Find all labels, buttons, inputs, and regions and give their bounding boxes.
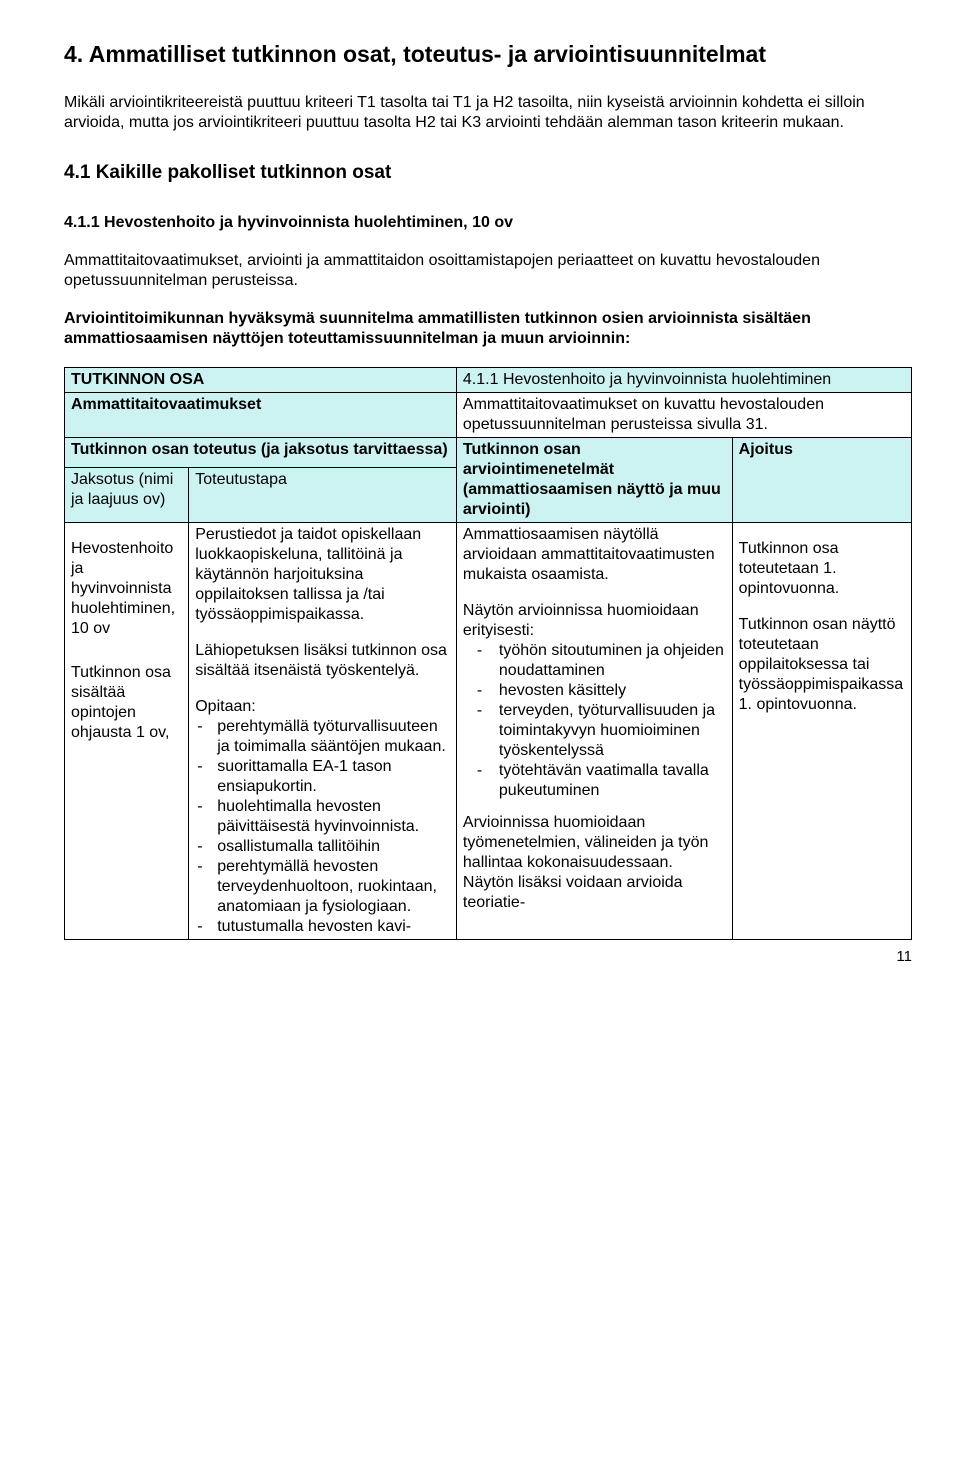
opitaan-label: Opitaan: (195, 697, 450, 717)
paragraph-2-bold: Arviointitoimikunnan hyväksymä suunnitel… (64, 309, 912, 349)
jaksotus-a: Hevostenhoito ja hyvinvoinnista huolehti… (71, 539, 182, 639)
ajoitus-p2: Tutkinnon osan näyttö toteutetaan oppila… (739, 615, 905, 715)
list-item: huolehtimalla hevosten päivittäisestä hy… (195, 797, 450, 837)
arviointi-list: työhön sitoutuminen ja ohjeiden noudatta… (471, 641, 726, 801)
cell-jaksotus-label: Jaksotus (nimi ja laajuus ov) (65, 467, 189, 522)
list-item: osallistumalla tallitöihin (195, 837, 450, 857)
curriculum-table: TUTKINNON OSA 4.1.1 Hevostenhoito ja hyv… (64, 367, 912, 940)
list-item: tutustumalla hevosten kavi- (195, 917, 450, 937)
cell-toteutustapa-content: Perustiedot ja taidot opiskellaan luokka… (189, 522, 457, 939)
intro-paragraph: Mikäli arviointikriteereistä puuttuu kri… (64, 93, 912, 133)
arviointi-p3: Arvioinnissa huomioidaan työmenetelmien,… (463, 813, 726, 913)
arviointi-p1: Ammattiosaamisen näytöllä arvioidaan amm… (463, 525, 726, 585)
list-item: perehtymällä hevosten terveydenhuoltoon,… (195, 857, 450, 917)
heading-3: 4.1.1 Hevostenhoito ja hyvinvoinnista hu… (64, 213, 912, 233)
list-item: perehtymällä työturvallisuuteen ja toimi… (195, 717, 450, 757)
list-item: terveyden, työturvallisuuden ja toiminta… (471, 701, 726, 761)
jaksotus-b: Tutkinnon osa sisältää opintojen ohjaust… (71, 663, 182, 743)
list-item: työhön sitoutuminen ja ohjeiden noudatta… (471, 641, 726, 681)
page-number: 11 (64, 948, 912, 967)
heading-1: 4. Ammatilliset tutkinnon osat, toteutus… (90, 40, 912, 69)
cell-ammattitaito-label: Ammattitaitovaatimukset (65, 392, 457, 437)
cell-toteutustapa-label: Toteutustapa (189, 467, 457, 522)
cell-jaksotus-content: Hevostenhoito ja hyvinvoinnista huolehti… (65, 522, 189, 939)
list-item: työtehtävän vaatimalla tavalla pukeutumi… (471, 761, 726, 801)
list-item: hevosten käsittely (471, 681, 726, 701)
paragraph-1: Ammattitaitovaatimukset, arviointi ja am… (64, 251, 912, 291)
cell-arviointi-content: Ammattiosaamisen näytöllä arvioidaan amm… (456, 522, 732, 939)
arviointi-p2: Näytön arvioinnissa huomioidaan erityise… (463, 601, 726, 641)
cell-ajoitus-label: Ajoitus (732, 437, 911, 522)
cell-arviointimenetelmat-label: Tutkinnon osan arviointimenetelmät (amma… (456, 437, 732, 522)
toteutus-p2: Lähiopetuksen lisäksi tutkinnon osa sisä… (195, 641, 450, 681)
list-item: suorittamalla EA-1 tason ensiapukortin. (195, 757, 450, 797)
cell-toteutus-label: Tutkinnon osan toteutus (ja jaksotus tar… (65, 437, 457, 467)
opitaan-list: perehtymällä työturvallisuuteen ja toimi… (195, 717, 450, 937)
heading-2: 4.1 Kaikille pakolliset tutkinnon osat (64, 161, 912, 185)
toteutus-p1: Perustiedot ja taidot opiskellaan luokka… (195, 525, 450, 625)
cell-tutkinnon-osa-label: TUTKINNON OSA (65, 367, 457, 392)
cell-ammattitaito-value: Ammattitaitovaatimukset on kuvattu hevos… (456, 392, 911, 437)
ajoitus-p1: Tutkinnon osa toteutetaan 1. opintovuonn… (739, 539, 905, 599)
cell-ajoitus-content: Tutkinnon osa toteutetaan 1. opintovuonn… (732, 522, 911, 939)
cell-tutkinnon-osa-value: 4.1.1 Hevostenhoito ja hyvinvoinnista hu… (456, 367, 911, 392)
